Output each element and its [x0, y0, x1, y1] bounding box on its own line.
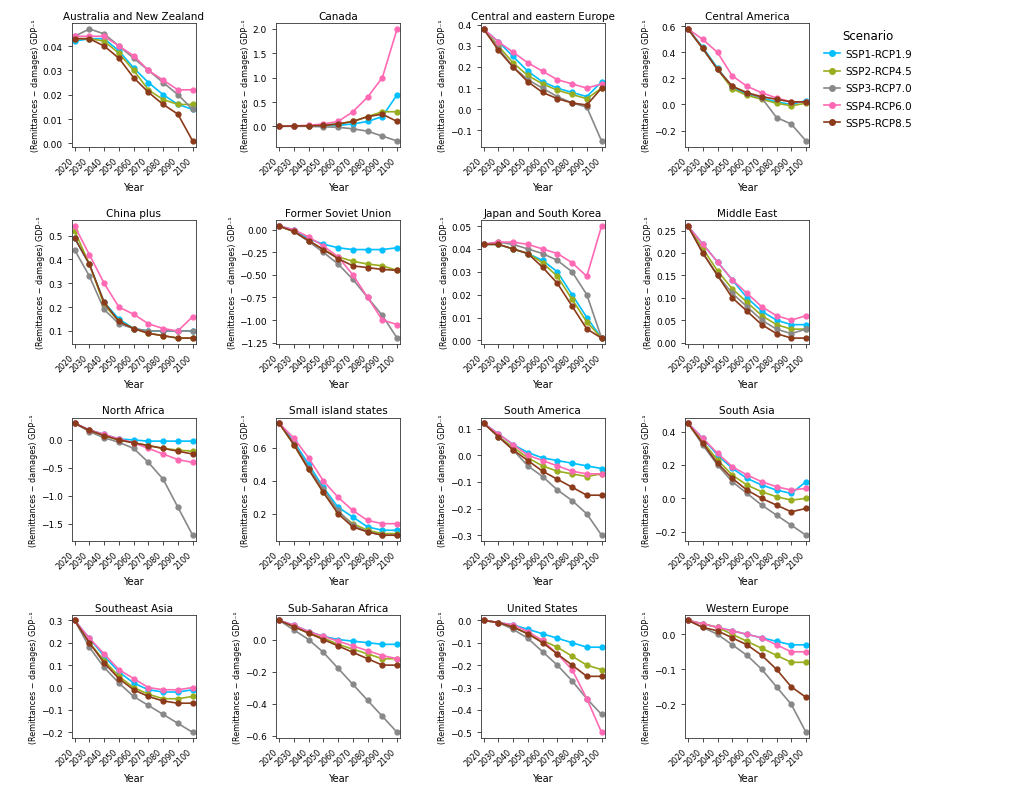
- Y-axis label: (Remittances − damages) GDP⁻¹: (Remittances − damages) GDP⁻¹: [29, 414, 38, 546]
- X-axis label: Year: Year: [736, 577, 758, 586]
- Y-axis label: (Remittances − damages) GDP⁻¹: (Remittances − damages) GDP⁻¹: [233, 610, 243, 743]
- Y-axis label: (Remittances − damages) GDP⁻¹: (Remittances − damages) GDP⁻¹: [644, 217, 653, 349]
- Title: Central America: Central America: [705, 12, 790, 22]
- Y-axis label: (Remittances − damages) GDP⁻¹: (Remittances − damages) GDP⁻¹: [438, 19, 446, 152]
- Y-axis label: (Remittances − damages) GDP⁻¹: (Remittances − damages) GDP⁻¹: [642, 414, 651, 546]
- X-axis label: Year: Year: [736, 182, 758, 192]
- X-axis label: Year: Year: [123, 773, 144, 783]
- X-axis label: Year: Year: [532, 577, 553, 586]
- Y-axis label: (Remittances − damages) GDP⁻¹: (Remittances − damages) GDP⁻¹: [642, 19, 651, 152]
- Title: Japan and South Korea: Japan and South Korea: [483, 209, 602, 219]
- Title: Canada: Canada: [318, 12, 358, 22]
- X-axis label: Year: Year: [328, 182, 348, 192]
- Title: Western Europe: Western Europe: [706, 603, 788, 613]
- Y-axis label: (Remittances − damages) GDP⁻¹: (Remittances − damages) GDP⁻¹: [438, 414, 446, 546]
- Y-axis label: (Remittances − damages) GDP⁻¹: (Remittances − damages) GDP⁻¹: [227, 217, 237, 349]
- Y-axis label: (Remittances − damages) GDP⁻¹: (Remittances − damages) GDP⁻¹: [29, 610, 38, 743]
- X-axis label: Year: Year: [123, 577, 144, 586]
- X-axis label: Year: Year: [736, 773, 758, 783]
- Y-axis label: (Remittances − damages) GDP⁻¹: (Remittances − damages) GDP⁻¹: [37, 217, 45, 349]
- Y-axis label: (Remittances − damages) GDP⁻¹: (Remittances − damages) GDP⁻¹: [241, 19, 250, 152]
- X-axis label: Year: Year: [328, 380, 348, 389]
- Y-axis label: (Remittances − damages) GDP⁻¹: (Remittances − damages) GDP⁻¹: [438, 610, 446, 743]
- Title: Central and eastern Europe: Central and eastern Europe: [471, 12, 614, 22]
- X-axis label: Year: Year: [123, 380, 144, 389]
- Legend: SSP1-RCP1.9, SSP2-RCP4.5, SSP3-RCP7.0, SSP4-RCP6.0, SSP5-RCP8.5: SSP1-RCP1.9, SSP2-RCP4.5, SSP3-RCP7.0, S…: [824, 29, 912, 129]
- Y-axis label: (Remittances − damages) GDP⁻¹: (Remittances − damages) GDP⁻¹: [642, 610, 651, 743]
- Title: North Africa: North Africa: [102, 406, 165, 416]
- Y-axis label: (Remittances − damages) GDP⁻¹: (Remittances − damages) GDP⁻¹: [241, 414, 250, 546]
- Title: United States: United States: [507, 603, 578, 613]
- Title: Former Soviet Union: Former Soviet Union: [285, 209, 391, 219]
- Title: China plus: China plus: [106, 209, 161, 219]
- Title: Australia and New Zealand: Australia and New Zealand: [63, 12, 204, 22]
- Title: Middle East: Middle East: [717, 209, 777, 219]
- X-axis label: Year: Year: [532, 182, 553, 192]
- X-axis label: Year: Year: [123, 182, 144, 192]
- X-axis label: Year: Year: [532, 773, 553, 783]
- Y-axis label: (Remittances − damages) GDP⁻¹: (Remittances − damages) GDP⁻¹: [31, 19, 40, 152]
- Title: Small island states: Small island states: [289, 406, 387, 416]
- Title: Sub-Saharan Africa: Sub-Saharan Africa: [288, 603, 388, 613]
- Title: Southeast Asia: Southeast Asia: [94, 603, 173, 613]
- X-axis label: Year: Year: [532, 380, 553, 389]
- Y-axis label: (Remittances − damages) GDP⁻¹: (Remittances − damages) GDP⁻¹: [439, 217, 449, 349]
- X-axis label: Year: Year: [328, 577, 348, 586]
- X-axis label: Year: Year: [736, 380, 758, 389]
- Title: South America: South America: [504, 406, 581, 416]
- X-axis label: Year: Year: [328, 773, 348, 783]
- Title: South Asia: South Asia: [719, 406, 775, 416]
